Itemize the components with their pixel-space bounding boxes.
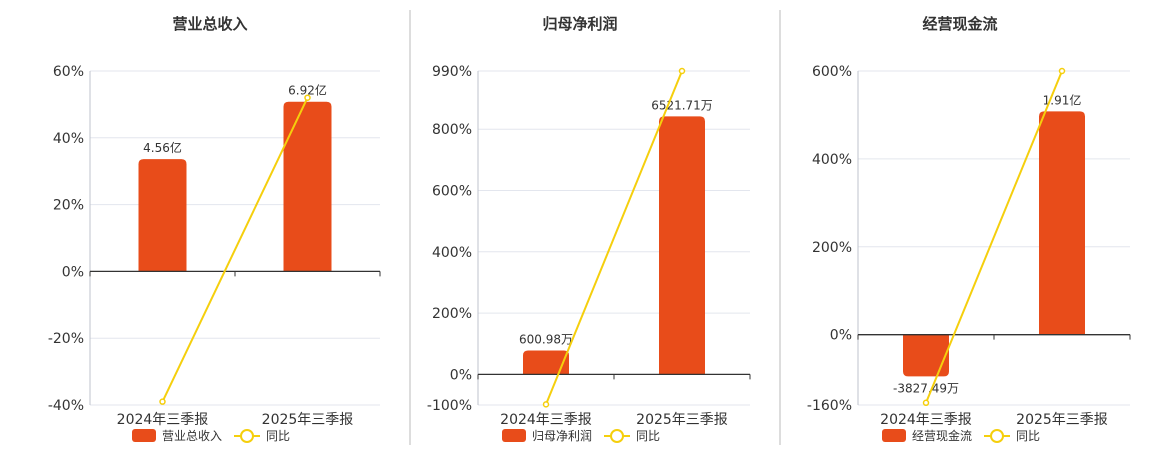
- x-tick-label: 2024年三季报: [880, 412, 972, 428]
- chart-panel-2: 归母净利润 -100% 0% 200% 400% 600% 800% 990% 600.98万 6…: [427, 15, 751, 443]
- bar: [903, 334, 949, 377]
- y-tick-label: 800%: [432, 122, 472, 138]
- legend-bar-label: 营业总收入: [162, 429, 222, 443]
- legend-bar-label: 经营现金流: [912, 428, 972, 443]
- bar: [138, 159, 187, 272]
- chart-title: 归母净利润: [542, 15, 617, 33]
- x-tick-label: 2025年三季报: [262, 412, 354, 428]
- x-tick-label: 2024年三季报: [500, 412, 592, 428]
- y-tick-label: 600%: [812, 64, 852, 80]
- yoy-point: [159, 398, 166, 405]
- y-tick-label: 400%: [432, 245, 472, 261]
- yoy-point: [1058, 67, 1066, 75]
- bar-data-label: 4.56亿: [143, 140, 182, 155]
- y-tick-label: 0%: [450, 367, 472, 383]
- bar-data-label: -3827.49万: [893, 381, 959, 395]
- y-tick-label: 60%: [53, 64, 84, 80]
- chart-title: 经营现金流: [922, 15, 997, 33]
- x-tick-label: 2024年三季报: [117, 412, 209, 428]
- yoy-point: [922, 399, 930, 407]
- bar-data-label: 600.98万: [519, 332, 573, 346]
- y-tick-label: 0%: [830, 328, 852, 344]
- y-tick-label: -20%: [48, 331, 84, 347]
- x-tick-label: 2025年三季报: [1016, 412, 1108, 428]
- legend-line-label: 同比: [636, 429, 660, 443]
- yoy-line: [161, 97, 309, 403]
- legend-bar-swatch: [132, 429, 156, 442]
- legend-line-marker: [990, 429, 1004, 443]
- chart-title: 营业总收入: [172, 15, 247, 33]
- y-tick-label: 20%: [53, 198, 84, 214]
- legend-bar-swatch: [502, 429, 526, 442]
- legend-line-marker: [240, 429, 254, 443]
- y-tick-label: -100%: [427, 398, 472, 414]
- chart-panel-1: 营业总收入 -40% -20% 0% 20% 40% 60% 4.56亿 6.92亿 2024年三…: [48, 15, 381, 443]
- bar-data-label: 6521.71万: [651, 98, 713, 112]
- legend-line-label: 同比: [1016, 429, 1040, 443]
- y-tick-label: 600%: [432, 184, 472, 200]
- yoy-point: [678, 67, 686, 75]
- y-tick-label: 0%: [62, 264, 84, 280]
- bar: [523, 350, 569, 375]
- legend-bar-label: 归母净利润: [532, 429, 592, 443]
- y-tick-label: 200%: [812, 240, 852, 256]
- y-tick-label: -40%: [48, 398, 84, 414]
- legend-line-label: 同比: [266, 429, 290, 443]
- yoy-point: [542, 401, 550, 408]
- legend-bar-swatch: [882, 429, 906, 442]
- bar-data-label: 6.92亿: [288, 83, 327, 98]
- legend-line-marker: [610, 429, 624, 443]
- bar: [659, 116, 705, 375]
- y-tick-label: -160%: [807, 398, 852, 414]
- bar: [283, 101, 332, 272]
- y-tick-label: 200%: [432, 306, 472, 322]
- yoy-line: [545, 70, 683, 405]
- yoy-line: [925, 70, 1063, 404]
- y-tick-label: 990%: [432, 64, 472, 80]
- chart-panel-3: 经营现金流-160%0%200%400%600%-3827.49万1.91亿20…: [807, 15, 1131, 443]
- y-tick-label: 400%: [812, 152, 852, 168]
- bar: [1039, 111, 1085, 335]
- y-tick-label: 40%: [53, 131, 84, 147]
- x-tick-label: 2025年三季报: [636, 412, 728, 428]
- yoy-point: [304, 94, 311, 101]
